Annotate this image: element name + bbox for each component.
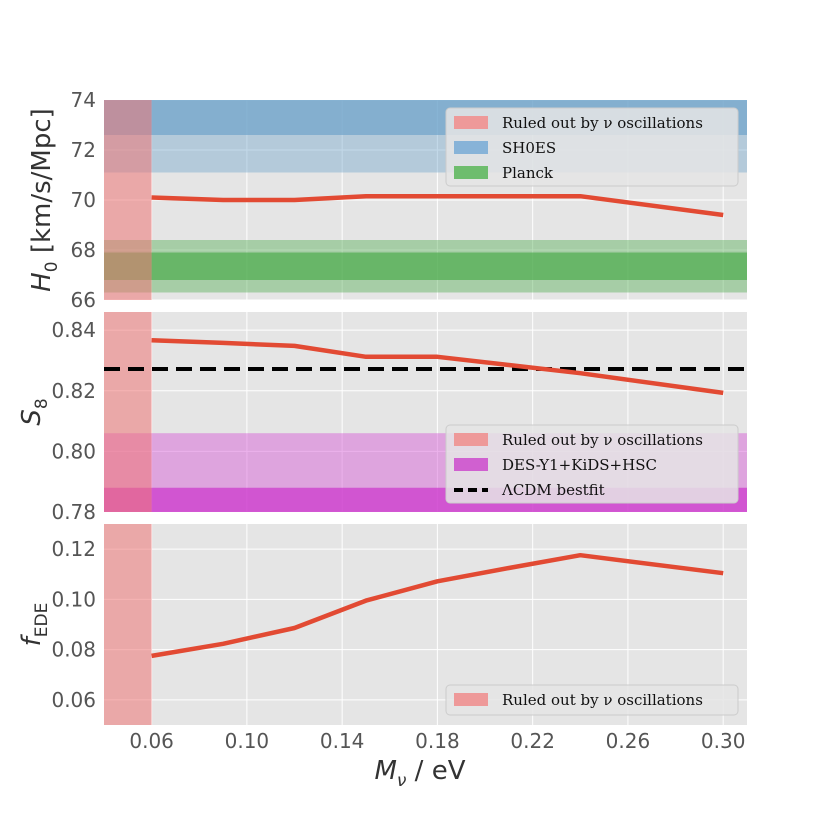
panel-1: 66 68 70 72 74 H0 [km/s/Mpc] Ruled out by ν os… (27, 88, 747, 312)
x-tick-label: 0.30 (701, 729, 746, 753)
legend-swatch (454, 433, 488, 446)
panel-3: 0.06 0.08 0.10 0.12 fEDE Ruled out by ν oscil… (17, 524, 747, 725)
y-tick-label: 70 (71, 188, 96, 212)
legend-swatch (454, 141, 488, 154)
ruled-out-band (104, 100, 152, 300)
y-tick-label: 0.06 (51, 688, 96, 712)
legend-swatch (454, 458, 488, 471)
ruled-out-band (104, 524, 152, 725)
legend-swatch (454, 693, 488, 706)
legend-box (445, 424, 739, 504)
y-tick-label: 0.78 (51, 500, 96, 524)
legend: Ruled out by ν oscillations (445, 684, 739, 716)
y-tick-label: 66 (71, 288, 96, 312)
y-axis-label: H0 [km/s/Mpc] (27, 108, 62, 292)
y-tick-label: 68 (71, 238, 96, 262)
legend-swatch (454, 166, 488, 179)
legend-label: DES-Y1+KiDS+HSC (502, 456, 657, 474)
data-line (151, 337, 724, 396)
y-axis-label: S8 (17, 398, 52, 425)
x-tick-label: 0.26 (606, 729, 651, 753)
legend-box (445, 684, 739, 716)
x-tick-label: 0.14 (320, 729, 365, 753)
x-axis-label: Mν / eV (374, 756, 465, 791)
y-tick-label: 0.80 (51, 439, 96, 463)
y-tick-label: 74 (71, 88, 96, 112)
horizontal-band (104, 252, 747, 280)
legend-swatch (454, 116, 488, 129)
y-tick-label: 0.82 (51, 379, 96, 403)
y-tick-label: 72 (71, 138, 96, 162)
legend-label: ΛCDM bestfit (501, 481, 605, 499)
legend-label: Ruled out by ν oscillations (502, 691, 703, 709)
panel-2: 0.78 0.80 0.82 0.84 S8 Ruled out by ν oscilla… (17, 312, 747, 524)
legend-label: Ruled out by ν oscillations (502, 114, 703, 132)
x-tick-label: 0.06 (129, 729, 174, 753)
data-line (151, 193, 724, 218)
plot-area (104, 100, 747, 300)
legend-label: Planck (502, 164, 554, 182)
ruled-out-band (104, 312, 152, 512)
x-tick-label: 0.18 (415, 729, 460, 753)
y-axis-label: fEDE (17, 603, 52, 647)
y-tick-label: 0.12 (51, 537, 96, 561)
data-line (151, 552, 724, 659)
legend: Ruled out by ν oscillations SH0ES Planck (445, 107, 739, 187)
y-tick-label: 0.10 (51, 587, 96, 611)
x-tick-label: 0.10 (225, 729, 270, 753)
legend: Ruled out by ν oscillations DES-Y1+KiDS+H… (445, 424, 739, 504)
legend-box (445, 107, 739, 187)
legend-label: Ruled out by ν oscillations (502, 431, 703, 449)
y-tick-label: 0.84 (51, 318, 96, 342)
plot-area (104, 524, 747, 725)
y-tick-label: 0.08 (51, 638, 96, 662)
legend-label: SH0ES (502, 139, 556, 157)
x-tick-label: 0.22 (510, 729, 555, 753)
